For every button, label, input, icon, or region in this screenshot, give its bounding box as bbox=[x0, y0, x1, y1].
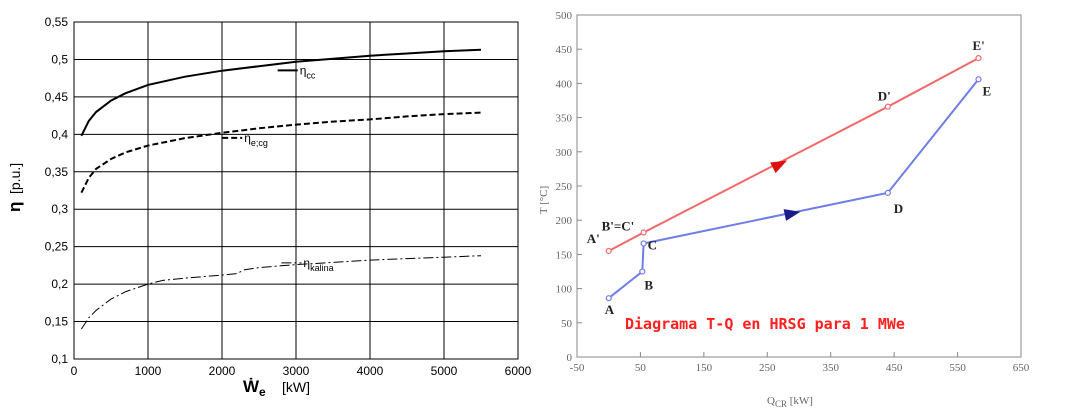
direction-arrow-water bbox=[783, 209, 801, 221]
x-tick-label: 150 bbox=[696, 362, 713, 374]
x-tick-label: 5000 bbox=[431, 364, 458, 378]
x-tick-label: 4000 bbox=[357, 364, 384, 378]
x-tick-label: 350 bbox=[822, 362, 839, 374]
y-tick-label: 0,1 bbox=[51, 352, 68, 366]
legend-label-e;cg: ηe;cg bbox=[244, 131, 268, 148]
y-tick-label: 150 bbox=[556, 249, 573, 261]
y-tick-label: 0,3 bbox=[51, 202, 68, 216]
point-label: E' bbox=[973, 38, 985, 53]
series-line-e;cg bbox=[80, 111, 482, 194]
point-marker bbox=[884, 103, 891, 110]
y-tick-label: 100 bbox=[556, 284, 573, 296]
y-tick-label: 0,15 bbox=[45, 315, 69, 329]
y-tick-label: 500 bbox=[556, 10, 573, 22]
y-axis-label: T [°C] bbox=[538, 186, 550, 214]
point-label: B bbox=[644, 278, 653, 293]
point-label: A' bbox=[587, 231, 600, 246]
point-marker bbox=[975, 54, 982, 62]
x-tick-label: 0 bbox=[71, 364, 78, 378]
point-marker bbox=[640, 229, 647, 236]
plot-frame bbox=[73, 21, 519, 360]
chart-title: Diagrama T-Q en HRSG para 1 MWe bbox=[625, 315, 905, 333]
point-marker bbox=[605, 247, 612, 255]
point-marker bbox=[640, 240, 647, 247]
legend-label-kalina: ηkalina bbox=[303, 256, 333, 273]
x-tick-label: 550 bbox=[949, 362, 966, 374]
y-tick-label: 0,4 bbox=[51, 127, 68, 141]
x-axis-unit: [kW] bbox=[282, 379, 310, 395]
x-tick-label: 250 bbox=[759, 362, 776, 374]
y-tick-label: 200 bbox=[556, 215, 573, 227]
y-axis-symbol: η bbox=[5, 202, 24, 212]
point-label: D' bbox=[878, 89, 891, 104]
y-tick-label: 400 bbox=[556, 78, 573, 90]
x-tick-label: 450 bbox=[886, 362, 903, 374]
x-axis-symbol: Ẇe bbox=[243, 377, 266, 399]
tq-diagram: -50 50 150 250 350 450 550 650 0 50 100 150 200 250 30… bbox=[538, 10, 1030, 409]
point-label: C bbox=[648, 237, 657, 252]
y-tick-label: 0 bbox=[567, 352, 573, 364]
y-tick-label: 0,55 bbox=[45, 15, 69, 29]
direction-arrow-gas bbox=[770, 160, 788, 174]
y-tick-label: 0,2 bbox=[51, 277, 68, 291]
x-tick-label: 6000 bbox=[505, 364, 532, 378]
legend-label-cc: ηcc bbox=[300, 63, 316, 80]
x-tick-label: 3000 bbox=[283, 364, 310, 378]
y-axis-label: η [p.u.] bbox=[5, 163, 24, 212]
y-tick-label: 300 bbox=[556, 147, 573, 159]
efficiency-chart: 0 1000 2000 3000 4000 5000 6000 0,1 0,15 0,2 0,25 0… bbox=[5, 15, 532, 399]
y-tick-label: 450 bbox=[556, 44, 573, 56]
y-axis-unit: [p.u.] bbox=[7, 163, 23, 194]
point-marker bbox=[884, 189, 891, 196]
y-tick-label: 0,45 bbox=[45, 90, 69, 104]
x-axis-label: QCR [kW] bbox=[767, 395, 813, 409]
plot-frame bbox=[576, 14, 1022, 358]
y-tick-label: 0,5 bbox=[51, 52, 68, 66]
point-label: A bbox=[605, 302, 615, 317]
x-tick-label: -50 bbox=[570, 362, 585, 374]
point-label: B'=C' bbox=[602, 219, 635, 234]
point-marker bbox=[605, 295, 612, 302]
series-line-kalina bbox=[80, 255, 482, 330]
x-tick-label: 50 bbox=[635, 362, 647, 374]
y-tick-label: 250 bbox=[556, 181, 573, 193]
x-tick-label: 1000 bbox=[135, 364, 162, 378]
point-label: D bbox=[894, 201, 903, 216]
series-line-gas bbox=[608, 57, 979, 252]
point-marker bbox=[975, 76, 982, 83]
x-tick-label: 2000 bbox=[209, 364, 236, 378]
point-label: E bbox=[983, 83, 992, 98]
x-axis-label: Ẇe [kW] bbox=[243, 377, 310, 399]
series-line-water bbox=[608, 78, 980, 299]
y-tick-label: 50 bbox=[561, 318, 573, 330]
point-marker bbox=[639, 268, 646, 275]
y-tick-label: 0,25 bbox=[45, 240, 69, 254]
y-tick-label: 0,35 bbox=[45, 165, 69, 179]
y-tick-label: 350 bbox=[556, 113, 573, 125]
series-line-cc bbox=[80, 48, 482, 137]
x-tick-label: 650 bbox=[1013, 362, 1030, 374]
